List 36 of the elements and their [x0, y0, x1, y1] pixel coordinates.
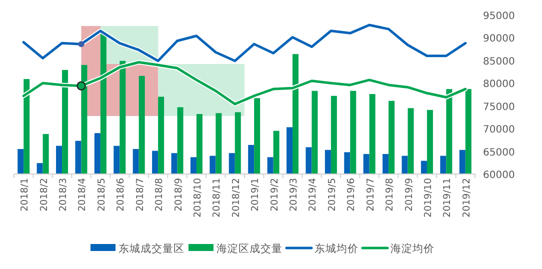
x-tick-label: 2019/2 [269, 178, 280, 212]
legend-label: 东城均价 [314, 242, 358, 255]
x-tick-label: 2018/5 [96, 178, 108, 212]
x-tick-label: 2018/1 [20, 178, 31, 212]
x-tick-label: 2019/4 [308, 178, 319, 212]
x-tick-label: 2019/12 [461, 178, 472, 218]
x-tick-label: 2019/11 [442, 178, 454, 218]
legend-label: 东城成交量区 [118, 242, 184, 255]
x-tick-label: 2019/9 [404, 178, 415, 212]
x-tick-label: 2019/10 [422, 178, 434, 218]
y-tick-label: 95000 [483, 11, 515, 22]
y-tick-label: 90000 [483, 34, 515, 45]
x-tick-label: 2019/6 [346, 178, 358, 212]
x-tick-label: 2018/3 [58, 178, 70, 212]
x-tick-label: 2018/11 [212, 178, 223, 218]
y-tick-label: 65000 [483, 147, 515, 158]
y-tick-label: 75000 [483, 102, 515, 113]
x-tick-label: 2018/4 [77, 178, 88, 212]
x-tick-label: 2018/7 [134, 178, 146, 212]
x-tick-label: 2019/5 [326, 178, 338, 212]
x-tick-label: 2018/8 [154, 178, 166, 212]
y-tick-label: 60000 [483, 170, 515, 181]
legend-label: 海淀均价 [390, 242, 434, 255]
x-tick-label: 2018/12 [230, 178, 242, 218]
x-tick-label: 2019/7 [365, 178, 376, 212]
x-tick-label: 2019/8 [384, 178, 396, 212]
x-tick-label: 2018/10 [192, 178, 204, 218]
x-tick-label: 2018/2 [38, 178, 50, 212]
legend-label: 海淀区成交量 [216, 242, 282, 255]
y-tick-label: 70000 [483, 124, 515, 136]
x-tick-label: 2019/1 [250, 178, 262, 212]
y-tick-label: 80000 [483, 79, 515, 90]
x-tick-label: 2018/9 [173, 178, 184, 212]
x-tick-label: 2018/6 [116, 178, 127, 212]
y-tick-label: 85000 [483, 56, 515, 68]
x-tick-label: 2019/3 [288, 178, 300, 212]
